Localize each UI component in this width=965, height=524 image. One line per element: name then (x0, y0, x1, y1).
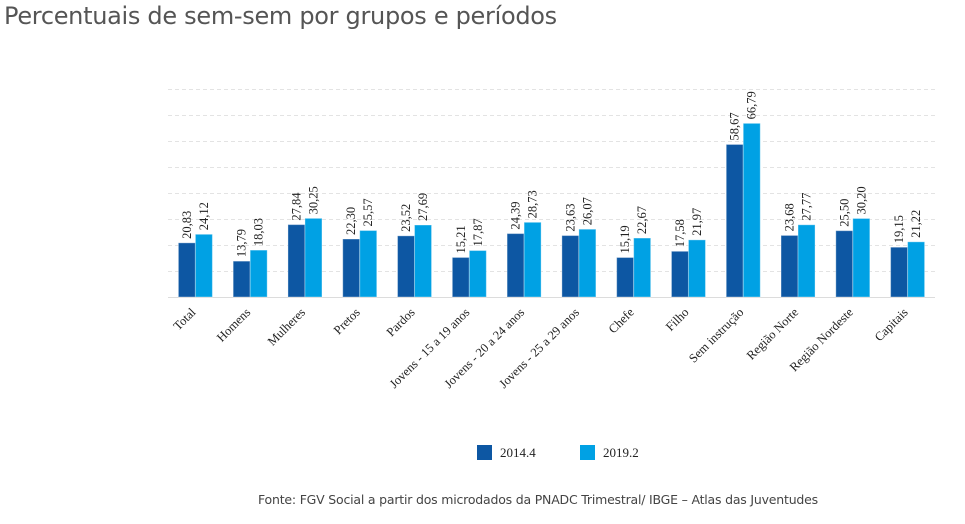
bar[interactable] (687, 239, 706, 298)
bar-group (232, 249, 268, 298)
x-tick-label: Pretos (331, 305, 363, 337)
data-labels: 20,83 24,12 13,79 18,03 27,84 30,25 22,30 25,57… (180, 91, 923, 257)
bar[interactable] (725, 143, 744, 298)
data-label: 66,79 (745, 91, 759, 119)
x-tick-label: Chefe (606, 305, 637, 336)
bar[interactable] (852, 217, 871, 298)
bar[interactable] (578, 228, 597, 298)
data-label: 27,84 (289, 192, 303, 221)
data-label: 20,83 (180, 211, 194, 239)
bar[interactable] (742, 122, 761, 298)
bar[interactable] (342, 238, 361, 298)
data-label: 15,21 (454, 225, 468, 253)
bar-group (725, 122, 761, 298)
legend-label: 2019.2 (603, 445, 639, 460)
data-label: 30,20 (854, 186, 868, 214)
bar[interactable] (468, 250, 487, 298)
bar-group (835, 217, 871, 298)
x-tick-label: Capitais (872, 305, 911, 344)
bar[interactable] (616, 257, 635, 298)
x-tick-label: Homens (214, 305, 253, 344)
data-label: 28,73 (526, 190, 540, 218)
data-label: 19,15 (892, 215, 906, 243)
bar-group (506, 221, 542, 298)
x-tick-label: Total (171, 305, 199, 333)
data-label: 18,03 (252, 218, 266, 246)
legend-label: 2014.4 (500, 445, 536, 460)
bar-group (780, 224, 816, 298)
bar-group (616, 237, 652, 298)
data-label: 22,67 (635, 206, 649, 234)
bar[interactable] (780, 234, 799, 298)
data-label: 13,79 (235, 229, 249, 257)
data-label: 23,63 (563, 203, 577, 231)
data-label: 21,22 (909, 210, 923, 238)
x-tick-label: Filho (663, 305, 692, 334)
bars (177, 122, 926, 298)
bar[interactable] (359, 230, 378, 298)
bar[interactable] (890, 246, 909, 298)
x-tick-label: Mulheres (265, 305, 308, 348)
data-label: 23,68 (783, 203, 797, 231)
bar[interactable] (633, 237, 652, 298)
bar[interactable] (194, 233, 213, 298)
gridlines (168, 89, 935, 298)
bar-group (397, 224, 433, 298)
bar-group (451, 250, 487, 298)
x-tick-label: Sem instrução (686, 305, 746, 365)
legend-item[interactable]: 2014.4 (477, 445, 536, 460)
bar[interactable] (232, 260, 251, 298)
data-label: 24,12 (197, 202, 211, 230)
data-label: 23,52 (399, 204, 413, 232)
legend: 2014.4 2019.2 (477, 445, 639, 460)
bar[interactable] (304, 217, 323, 298)
chart-title: Percentuais de sem-sem por grupos e perí… (4, 2, 557, 30)
bar-group (670, 239, 706, 298)
data-label: 30,25 (306, 186, 320, 214)
data-label: 27,69 (416, 193, 430, 221)
bar[interactable] (561, 235, 580, 298)
bar[interactable] (523, 221, 542, 298)
bar[interactable] (249, 249, 268, 298)
data-label: 24,39 (509, 201, 523, 229)
bar[interactable] (670, 250, 689, 298)
bar[interactable] (414, 224, 433, 298)
bar-group (561, 228, 597, 298)
x-tick-label: Pardos (384, 305, 418, 339)
data-label: 27,77 (800, 193, 814, 221)
bar[interactable] (506, 233, 525, 298)
bar[interactable] (287, 224, 306, 298)
legend-swatch (477, 445, 492, 460)
bar[interactable] (797, 224, 816, 298)
legend-item[interactable]: 2019.2 (580, 445, 639, 460)
data-label: 17,58 (673, 219, 687, 247)
bar[interactable] (835, 230, 854, 298)
data-label: 58,67 (728, 112, 742, 140)
source-note: Fonte: FGV Social a partir dos microdado… (258, 492, 818, 507)
data-label: 17,87 (471, 218, 485, 246)
data-label: 25,50 (837, 199, 851, 227)
data-label: 26,07 (580, 197, 594, 225)
bar[interactable] (397, 235, 416, 298)
data-label: 25,57 (361, 198, 375, 226)
bar-group (890, 241, 926, 298)
bar[interactable] (907, 241, 926, 298)
legend-swatch (580, 445, 595, 460)
bar-group (342, 230, 378, 298)
bar[interactable] (451, 256, 470, 298)
bar-group (287, 217, 323, 298)
bar-group (177, 233, 213, 298)
data-label: 15,19 (618, 225, 632, 253)
data-label: 21,97 (690, 208, 704, 236)
x-tick-label: Região Norte (744, 305, 802, 363)
data-label: 22,30 (344, 207, 358, 235)
bar[interactable] (177, 242, 196, 298)
